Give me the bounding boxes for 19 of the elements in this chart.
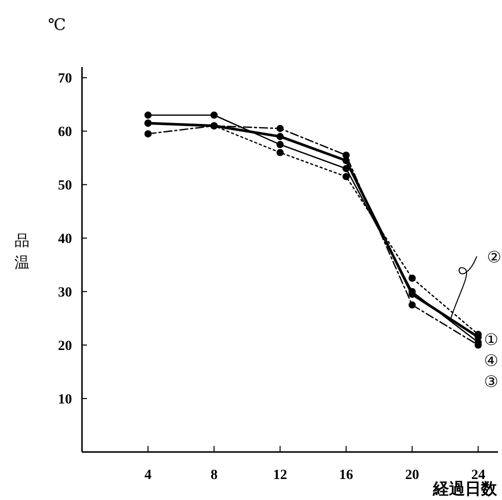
x-tick-label: 4 <box>144 468 152 483</box>
x-tick-label: 20 <box>405 468 420 483</box>
y-tick-label: 10 <box>58 392 72 408</box>
series-label: ④ <box>484 351 498 370</box>
y-tick-label: 50 <box>58 178 72 194</box>
y-tick-label: 30 <box>58 286 72 301</box>
y-tick-label: 40 <box>58 232 72 248</box>
text: ② <box>487 247 502 266</box>
y-tick-label: 70 <box>58 72 72 87</box>
y-axis-title: 品温 <box>14 234 30 272</box>
y-tick-label: 20 <box>58 339 72 354</box>
x-axis-title: 経過日数 <box>432 480 498 498</box>
y-tick-label: 60 <box>58 125 72 140</box>
series-label: ③ <box>484 372 498 391</box>
x-tick-label: 16 <box>339 468 354 483</box>
x-tick-label: 8 <box>210 468 218 483</box>
series-label: ① <box>484 330 498 349</box>
x-tick-label: 12 <box>273 468 288 483</box>
text: ℃ <box>48 17 66 34</box>
